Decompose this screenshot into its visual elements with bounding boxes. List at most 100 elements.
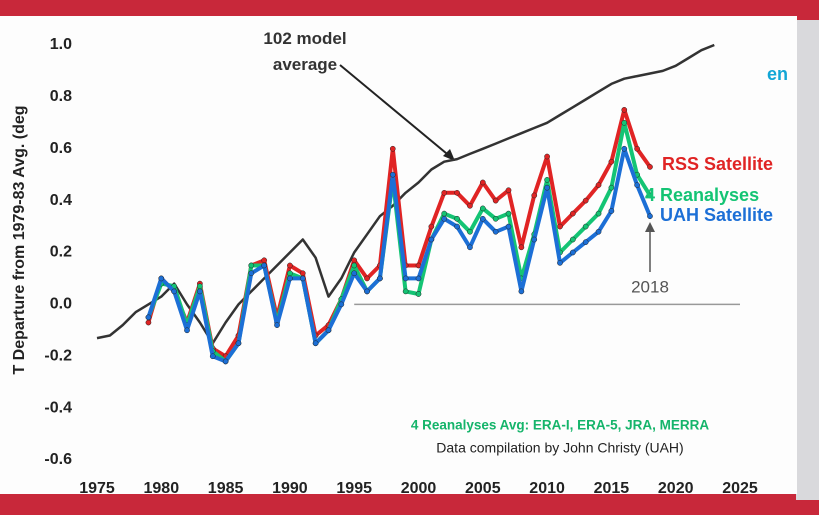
data-point — [479, 215, 486, 222]
data-point — [518, 288, 525, 295]
data-point — [569, 236, 576, 243]
data-point — [338, 301, 345, 308]
x-tick-label: 2020 — [658, 480, 694, 497]
data-point — [197, 288, 203, 295]
x-tick-label: 2015 — [594, 480, 630, 497]
credit: Data compilation by John Christy (UAH) — [436, 440, 683, 456]
data-point — [197, 283, 203, 290]
corner-text: en — [767, 64, 788, 84]
data-point — [582, 197, 589, 204]
data-point — [454, 223, 460, 230]
data-point — [415, 291, 422, 297]
data-point — [492, 197, 499, 204]
data-point — [364, 275, 370, 282]
arrow-label: 2018 — [631, 277, 669, 296]
data-point — [261, 257, 268, 264]
x-tick-label: 1985 — [208, 480, 244, 497]
data-point — [467, 228, 473, 235]
series-label: 102 model average — [263, 29, 347, 74]
arrow-head — [443, 149, 455, 161]
data-point — [621, 119, 628, 126]
data-point — [312, 340, 319, 347]
data-point — [531, 236, 538, 243]
data-point — [377, 275, 383, 282]
data-point — [171, 288, 178, 295]
data-point — [557, 260, 563, 266]
data-point — [634, 145, 640, 152]
data-point — [235, 340, 242, 347]
y-tick-label: 0.2 — [50, 244, 72, 261]
data-point — [402, 275, 409, 282]
data-point — [569, 210, 576, 217]
data-point — [145, 319, 152, 326]
x-tick-label: 2025 — [722, 480, 758, 497]
data-point — [145, 314, 152, 321]
data-point — [441, 215, 448, 222]
data-point — [274, 322, 280, 328]
y-tick-label: -0.6 — [44, 451, 72, 468]
data-point — [351, 257, 358, 264]
y-tick-label: 0.4 — [50, 192, 72, 209]
data-point — [158, 275, 165, 282]
data-point — [647, 164, 653, 170]
data-point — [454, 189, 460, 196]
data-point — [428, 223, 435, 230]
data-point — [441, 189, 448, 196]
series-line — [146, 107, 652, 359]
x-tick-label: 1980 — [144, 480, 180, 497]
data-point — [505, 210, 512, 217]
data-point — [299, 270, 306, 277]
y-axis-label: T Departure from 1979-83 Avg. (deg — [11, 105, 28, 374]
data-point — [415, 275, 422, 282]
y-tick-label: 1.0 — [50, 36, 72, 53]
data-point — [248, 262, 255, 269]
data-point — [518, 244, 525, 251]
data-point — [621, 106, 628, 113]
data-point — [209, 353, 216, 360]
data-point — [287, 270, 293, 277]
data-point — [647, 213, 653, 220]
data-point — [595, 228, 602, 235]
y-tick-label: 0.6 — [50, 140, 72, 157]
data-point — [325, 327, 332, 334]
series-label: 4 Reanalyses — [645, 185, 760, 205]
series-line — [96, 43, 715, 345]
data-point — [544, 184, 550, 191]
data-point — [647, 192, 653, 199]
slide — [0, 16, 797, 494]
data-point — [608, 208, 615, 214]
data-point — [569, 249, 576, 256]
screen-edge — [796, 20, 819, 500]
data-point — [184, 327, 190, 334]
series-label: RSS Satellite — [662, 154, 774, 174]
data-point — [351, 270, 358, 277]
data-point — [428, 236, 435, 243]
data-point — [634, 182, 640, 188]
data-point — [544, 177, 550, 183]
y-tick-label: -0.4 — [44, 399, 72, 416]
data-point — [261, 262, 268, 269]
data-point — [582, 239, 589, 245]
data-point — [505, 223, 512, 230]
series-line — [146, 146, 652, 364]
y-tick-label: -0.2 — [44, 347, 72, 364]
data-point — [248, 270, 255, 277]
data-point — [492, 215, 499, 222]
data-point — [608, 184, 615, 191]
data-point — [454, 215, 460, 222]
data-point — [299, 275, 306, 282]
y-tick-label: 0.8 — [50, 88, 72, 105]
x-tick-label: 2010 — [529, 480, 565, 497]
data-point — [557, 223, 563, 230]
x-tick-label: 2000 — [401, 480, 437, 497]
data-point — [492, 228, 499, 235]
data-point — [531, 192, 538, 199]
data-point — [467, 244, 473, 251]
data-point — [479, 205, 486, 212]
data-point — [364, 288, 370, 295]
x-tick-label: 1975 — [79, 480, 115, 497]
data-point — [595, 182, 602, 188]
data-point — [595, 210, 602, 217]
